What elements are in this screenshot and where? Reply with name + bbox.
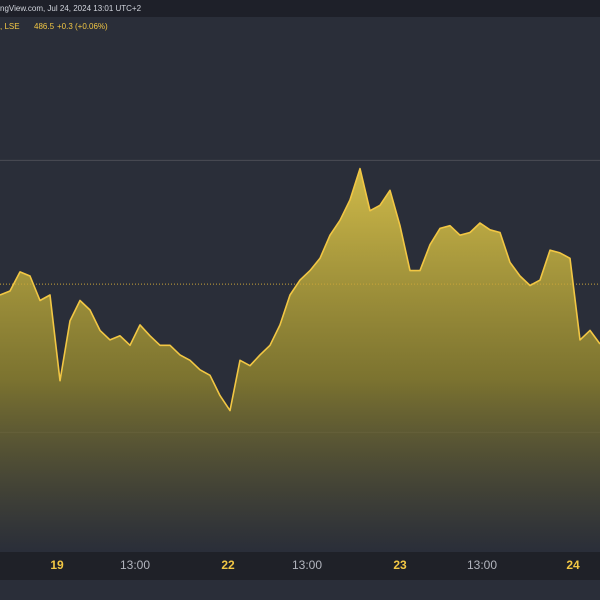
header-source: ngView.com, Jul 24, 2024 13:01 UTC+2 bbox=[0, 4, 142, 13]
x-axis-bar bbox=[0, 552, 600, 580]
x-tick-label: 19 bbox=[50, 558, 64, 572]
area-fill bbox=[0, 168, 600, 552]
price-change: +0.3 (+0.06%) bbox=[57, 22, 108, 31]
x-tick-label: 13:00 bbox=[120, 558, 150, 572]
x-axis: 19 13:00 22 13:00 23 13:00 24 bbox=[50, 558, 580, 572]
plot-area bbox=[0, 159, 600, 552]
price: 486.5 bbox=[34, 22, 55, 31]
x-tick-label: 23 bbox=[393, 558, 407, 572]
header-bar bbox=[0, 0, 600, 17]
x-tick-label: 13:00 bbox=[292, 558, 322, 572]
x-tick-label: 13:00 bbox=[467, 558, 497, 572]
x-tick-label: 22 bbox=[221, 558, 235, 572]
symbol-legend: , LSE 486.5 +0.3 (+0.06%) bbox=[0, 22, 108, 31]
price-line bbox=[0, 167, 600, 412]
symbol: , LSE bbox=[0, 22, 20, 31]
x-tick-label: 24 bbox=[566, 558, 580, 572]
